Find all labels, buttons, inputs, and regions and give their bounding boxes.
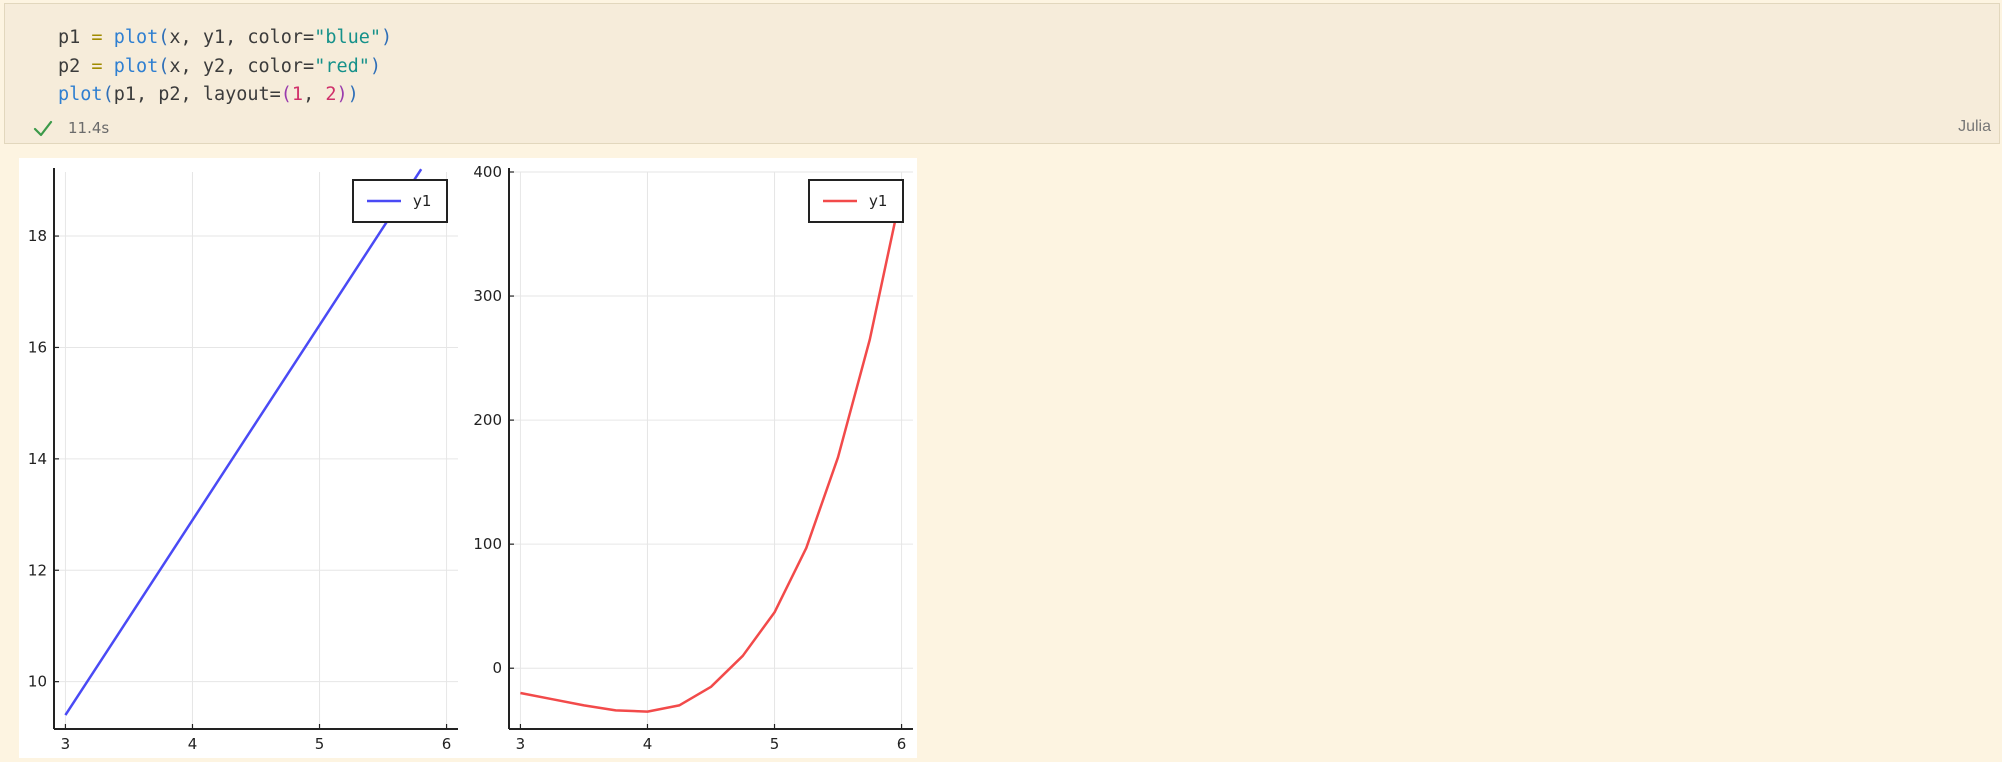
- code-token: x, y1, color=: [169, 27, 315, 48]
- y-tick-label: 16: [28, 338, 47, 356]
- execution-time: 11.4s: [68, 119, 110, 137]
- code-token: ): [347, 84, 359, 105]
- code-token: plot: [58, 84, 103, 105]
- y-tick-label: 100: [473, 535, 502, 553]
- code-token: x, y2, color=: [169, 55, 315, 77]
- code-token: "blue": [314, 27, 382, 48]
- code-token: [103, 56, 114, 77]
- plot-svg: 3 4 5 6 10 12 14 16 18 y1 3 4 5 6 0 100 200 300 400 y1: [28, 163, 913, 753]
- x-tick-label: 4: [188, 735, 198, 753]
- y-tick-label: 400: [473, 163, 502, 181]
- code-editor[interactable]: p1 = plot(x, y1, color="blue") p2 = plot(…: [58, 24, 392, 110]
- legend: y1: [352, 179, 448, 223]
- code-token: (: [158, 55, 170, 77]
- subplot-2: 3 4 5 6 0 100 200 300 400 y1: [473, 163, 913, 753]
- legend-label: y1: [869, 192, 887, 210]
- code-token: 2: [325, 84, 337, 105]
- code-token: "red": [314, 55, 370, 77]
- code-token: 1: [291, 84, 304, 105]
- check-icon: [33, 120, 53, 137]
- code-token: =: [91, 55, 103, 77]
- code-token: =: [91, 27, 103, 48]
- x-tick-label: 6: [897, 735, 907, 753]
- code-token: (: [102, 84, 114, 105]
- code-token: p1, p2, layout=: [113, 84, 281, 105]
- y-tick-label: 300: [473, 287, 502, 305]
- code-token: plot: [113, 27, 159, 48]
- y-tick-label: 18: [28, 227, 47, 245]
- x-tick-label: 3: [516, 735, 526, 753]
- code-token: [80, 27, 91, 48]
- x-tick-label: 3: [61, 735, 71, 753]
- code-token: ): [336, 84, 348, 105]
- plot-output: 3 4 5 6 10 12 14 16 18 y1 3 4 5 6 0 100 200 300 400 y1: [19, 158, 917, 758]
- code-token: p1: [58, 27, 81, 48]
- code-token: (: [158, 27, 170, 48]
- series-line-y1: [520, 190, 903, 713]
- legend-label: y1: [413, 192, 431, 210]
- code-token: p2: [58, 55, 81, 77]
- series-line-y1: [64, 168, 423, 716]
- code-line: p2 = plot(x, y2, color="red"): [58, 53, 392, 82]
- cell-status: 11.4s: [32, 117, 109, 139]
- code-line: plot(p1, p2, layout=(1, 2)): [58, 81, 392, 110]
- code-token: ): [381, 27, 393, 48]
- subplot-1: 3 4 5 6 10 12 14 16 18 y1: [28, 168, 458, 753]
- code-token: plot: [113, 55, 159, 77]
- code-token: [103, 27, 114, 48]
- y-tick-label: 12: [28, 561, 47, 579]
- y-tick-label: 14: [28, 450, 47, 468]
- code-token: ,: [303, 84, 326, 105]
- code-line: p1 = plot(x, y1, color="blue"): [58, 24, 392, 53]
- x-tick-label: 6: [442, 735, 452, 753]
- code-token: ): [369, 55, 382, 77]
- y-tick-label: 0: [492, 659, 502, 677]
- code-token: [80, 56, 91, 77]
- x-tick-label: 5: [770, 735, 780, 753]
- language-indicator[interactable]: Julia: [1958, 118, 1991, 135]
- x-tick-label: 4: [643, 735, 653, 753]
- y-tick-label: 200: [473, 411, 502, 429]
- legend: y1: [808, 179, 904, 223]
- y-tick-label: 10: [28, 673, 47, 691]
- x-tick-label: 5: [315, 735, 325, 753]
- code-token: (: [280, 84, 292, 105]
- code-cell[interactable]: p1 = plot(x, y1, color="blue") p2 = plot(…: [4, 3, 2000, 144]
